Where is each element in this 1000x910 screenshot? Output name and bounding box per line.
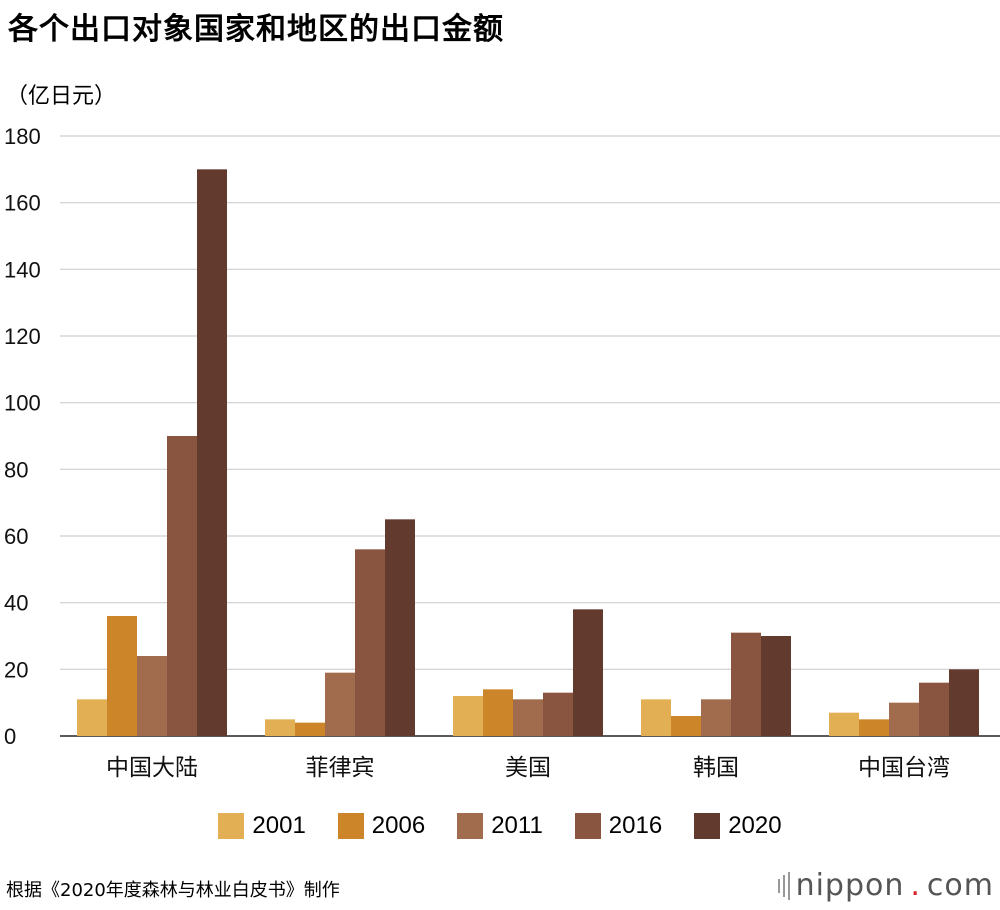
bar-2016 xyxy=(543,692,573,736)
legend-swatch xyxy=(694,813,721,839)
category-label: 菲律宾 xyxy=(306,755,375,781)
bar-2011 xyxy=(137,656,167,736)
bar-2006 xyxy=(483,689,513,736)
brand-logo: nippon. com xyxy=(777,868,994,903)
y-tick-label: 100 xyxy=(4,391,41,416)
bar-2011 xyxy=(889,702,919,736)
y-tick-label: 40 xyxy=(4,591,28,616)
legend-swatch xyxy=(337,813,364,839)
legend-label: 2011 xyxy=(491,812,543,839)
brand-dot: . xyxy=(910,868,921,903)
bar-2001 xyxy=(641,699,671,736)
legend-item: 2016 xyxy=(574,812,663,840)
y-tick-label: 120 xyxy=(4,324,41,349)
legend-item: 2001 xyxy=(218,812,306,840)
legend-item: 2020 xyxy=(694,812,782,840)
legend-swatch xyxy=(218,813,245,839)
y-tick-label: 0 xyxy=(4,724,16,749)
y-tick-label: 80 xyxy=(4,457,28,482)
bar-2011 xyxy=(325,672,355,736)
chart-title: 各个出口对象国家和地区的出口金额 xyxy=(8,12,504,47)
legend-label: 2016 xyxy=(608,812,663,839)
brand-bars-icon xyxy=(777,871,790,900)
bar-2001 xyxy=(829,712,859,736)
bar-chart: 0 20 40 60 80 100 120 140 160 180 中国大陆 菲律宾 美国 韩国 中国台湾 xyxy=(4,124,1000,781)
legend-swatch xyxy=(457,813,484,839)
bar-2020 xyxy=(949,669,979,736)
bar-2016 xyxy=(731,632,761,736)
category-label: 美国 xyxy=(505,755,551,781)
category-label: 中国大陆 xyxy=(106,755,198,781)
source-note: 根据《2020年度森林与林业白皮书》制作 xyxy=(6,880,340,901)
bar-2020 xyxy=(573,609,603,736)
bar-2020 xyxy=(761,636,791,736)
category-label: 韩国 xyxy=(693,755,739,781)
legend-item: 2006 xyxy=(337,812,426,840)
y-tick-label: 140 xyxy=(4,257,41,282)
brand-suffix: com xyxy=(926,868,994,903)
bar-2001 xyxy=(77,699,107,736)
bars xyxy=(77,169,979,737)
bar-2016 xyxy=(919,682,949,736)
bar-2011 xyxy=(701,699,731,736)
y-axis-unit-label: （亿日元） xyxy=(6,84,117,109)
bar-2006 xyxy=(295,722,325,736)
y-tick-label: 60 xyxy=(4,524,28,549)
bar-2020 xyxy=(197,169,227,737)
legend-label: 2006 xyxy=(371,812,426,839)
y-tick-label: 20 xyxy=(4,657,28,682)
y-tick-label: 160 xyxy=(4,191,41,216)
bar-2001 xyxy=(265,719,295,736)
category-label: 中国台湾 xyxy=(858,755,950,781)
bar-2006 xyxy=(107,616,137,736)
y-tick-label: 180 xyxy=(4,124,41,149)
bar-2020 xyxy=(385,519,415,736)
bar-2006 xyxy=(859,719,889,736)
bar-2016 xyxy=(167,436,197,736)
category-labels: 中国大陆 菲律宾 美国 韩国 中国台湾 xyxy=(106,755,950,781)
bar-2011 xyxy=(513,699,543,736)
legend-label: 2020 xyxy=(728,812,782,839)
bar-2006 xyxy=(671,716,701,736)
bar-2016 xyxy=(355,549,385,736)
brand-name: nippon xyxy=(795,868,905,903)
legend-swatch xyxy=(574,813,601,839)
bar-2001 xyxy=(453,696,483,736)
legend-item: 2011 xyxy=(457,812,543,840)
legend-label: 2001 xyxy=(252,812,306,839)
legend: 2001 2006 2011 2016 2020 xyxy=(0,812,1000,840)
y-axis-ticks: 0 20 40 60 80 100 120 140 160 180 xyxy=(4,124,41,749)
